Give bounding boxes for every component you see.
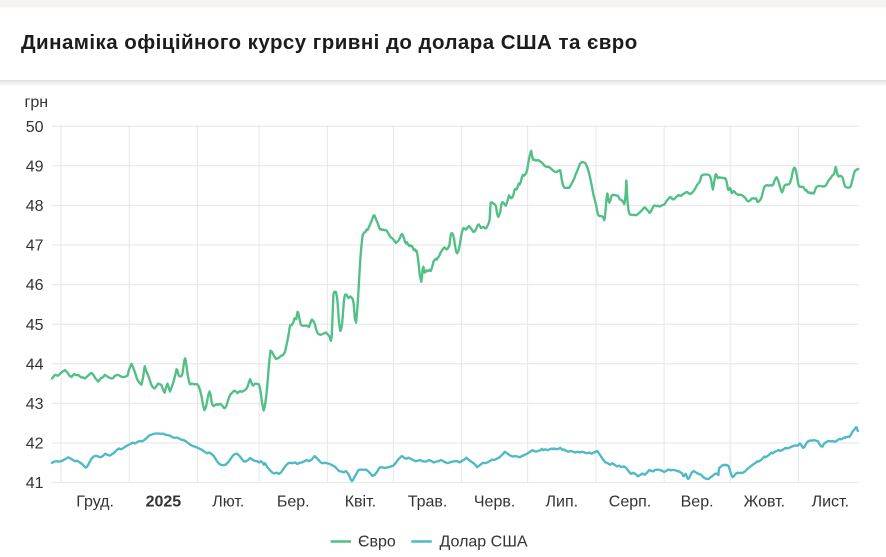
svg-text:48: 48 [26, 198, 44, 215]
svg-text:45: 45 [26, 317, 44, 334]
svg-text:47: 47 [26, 238, 44, 255]
svg-text:Бер.: Бер. [277, 494, 310, 511]
svg-text:Серп.: Серп. [609, 494, 651, 511]
svg-text:Квіт.: Квіт. [345, 494, 376, 511]
svg-text:Груд.: Груд. [76, 494, 114, 511]
svg-text:44: 44 [26, 356, 44, 373]
svg-text:41: 41 [26, 475, 44, 492]
svg-text:Євро: Євро [358, 534, 396, 551]
svg-text:грн: грн [25, 94, 49, 111]
svg-text:49: 49 [26, 158, 44, 175]
svg-text:Вер.: Вер. [681, 494, 714, 511]
svg-text:42: 42 [26, 436, 44, 453]
svg-text:46: 46 [26, 277, 44, 294]
svg-text:Черв.: Черв. [474, 494, 515, 511]
svg-text:Лист.: Лист. [812, 494, 849, 511]
svg-text:Лип.: Лип. [546, 494, 579, 511]
svg-text:Лют.: Лют. [212, 494, 244, 511]
svg-text:Жовт.: Жовт. [743, 494, 785, 511]
svg-text:Трав.: Трав. [408, 494, 448, 511]
svg-text:Динаміка офіційного курсу грив: Динаміка офіційного курсу гривні до дола… [21, 31, 638, 54]
svg-text:Долар США: Долар США [440, 534, 528, 551]
svg-text:2025: 2025 [146, 494, 182, 511]
svg-text:50: 50 [26, 119, 44, 136]
svg-text:43: 43 [26, 396, 44, 413]
